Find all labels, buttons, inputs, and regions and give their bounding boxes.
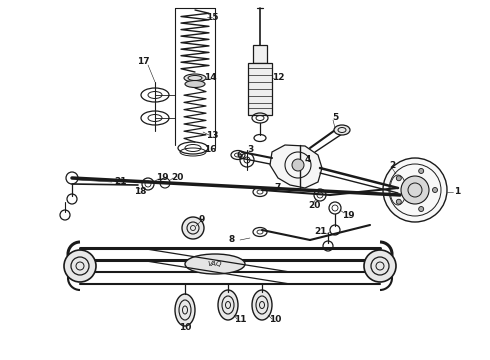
Text: 15: 15 — [206, 13, 218, 22]
Ellipse shape — [185, 81, 205, 87]
Text: 21: 21 — [114, 177, 126, 186]
Text: 21: 21 — [314, 228, 326, 237]
Text: 10: 10 — [179, 324, 191, 333]
Circle shape — [292, 159, 304, 171]
Bar — [248, 63, 272, 115]
Circle shape — [182, 217, 204, 239]
Polygon shape — [270, 145, 322, 188]
Text: 19: 19 — [156, 174, 168, 183]
Circle shape — [396, 176, 401, 181]
Text: 7: 7 — [275, 184, 281, 193]
Text: 11: 11 — [234, 315, 246, 324]
Text: 16: 16 — [204, 145, 216, 154]
Text: 17: 17 — [137, 58, 149, 67]
Circle shape — [418, 207, 424, 212]
Text: 18: 18 — [134, 188, 146, 197]
Circle shape — [383, 158, 447, 222]
Text: 8: 8 — [229, 235, 235, 244]
Text: 10: 10 — [269, 315, 281, 324]
Text: 4: 4 — [305, 156, 311, 165]
Text: 14: 14 — [204, 73, 216, 82]
Text: 1: 1 — [454, 188, 460, 197]
Text: 9: 9 — [199, 216, 205, 225]
Text: 20: 20 — [171, 172, 183, 181]
Ellipse shape — [218, 290, 238, 320]
Circle shape — [401, 176, 429, 204]
Ellipse shape — [387, 170, 409, 210]
Text: 3: 3 — [247, 144, 253, 153]
Ellipse shape — [252, 290, 272, 320]
Text: 20: 20 — [308, 201, 320, 210]
Text: VAQ: VAQ — [208, 261, 222, 267]
Circle shape — [64, 250, 96, 282]
Circle shape — [364, 250, 396, 282]
Circle shape — [418, 168, 424, 174]
Text: 19: 19 — [342, 211, 354, 220]
Text: 5: 5 — [332, 113, 338, 122]
Text: 6: 6 — [237, 150, 243, 159]
Ellipse shape — [185, 254, 245, 274]
Circle shape — [433, 188, 438, 193]
Ellipse shape — [334, 125, 350, 135]
Ellipse shape — [184, 74, 206, 82]
Circle shape — [396, 199, 401, 204]
Text: 12: 12 — [272, 73, 284, 82]
Text: 13: 13 — [206, 130, 218, 139]
Bar — [253, 45, 267, 63]
Ellipse shape — [175, 294, 195, 326]
Text: 2: 2 — [389, 161, 395, 170]
